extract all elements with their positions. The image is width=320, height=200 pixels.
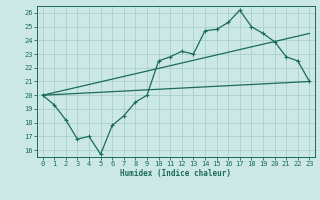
X-axis label: Humidex (Indice chaleur): Humidex (Indice chaleur)	[121, 169, 231, 178]
